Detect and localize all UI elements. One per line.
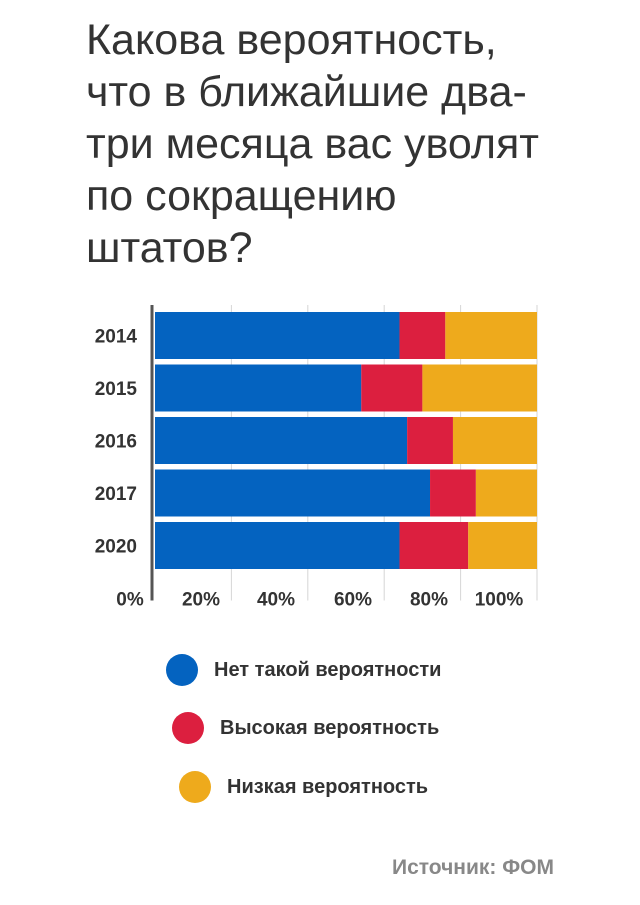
title-line: штатов? [86, 224, 253, 272]
bar-segment [155, 522, 400, 569]
title-line: по сокращению [86, 172, 397, 220]
x-tick-label: 80% [410, 590, 448, 611]
x-tick-label: 60% [334, 590, 372, 611]
legend-item-low-probability: Низкая вероятность [179, 771, 428, 803]
bar-segment [399, 522, 469, 569]
stacked-bar-chart: 2014 2015 2016 2017 2020 0% 20% 40% 60% 80% 100% [95, 305, 538, 611]
x-tick-label: 20% [182, 590, 220, 611]
title-line: три месяца вас уволят [86, 120, 539, 168]
bar-segment [475, 469, 537, 517]
bar-segment [430, 469, 476, 517]
bar-segment [361, 364, 423, 412]
legend-label: Низкая вероятность [227, 775, 429, 798]
legend-dot [172, 712, 204, 744]
category-label: 2014 [95, 327, 138, 348]
bar-segment [468, 522, 537, 569]
x-tick-label: 40% [257, 590, 295, 611]
category-label: 2020 [95, 537, 137, 558]
x-tick-label: 100% [475, 590, 524, 611]
bar-segment [155, 469, 431, 517]
bar-segment [452, 417, 537, 464]
bar-segment [422, 364, 537, 412]
legend-label: Нет такой вероятности [214, 658, 442, 681]
legend-item-no-probability: Нет такой вероятности [166, 654, 441, 686]
category-label: 2017 [95, 484, 137, 505]
bar-segment [155, 364, 362, 412]
title-line: Какова вероятность, [86, 16, 497, 64]
legend-item-high-probability: Высокая вероятность [172, 712, 439, 744]
source-note: Источник: ФОМ [392, 856, 554, 879]
bar-segment [155, 312, 400, 359]
x-tick-label: 0% [116, 590, 144, 611]
legend-dot [166, 654, 198, 686]
category-label: 2016 [95, 432, 137, 453]
legend-dot [179, 771, 211, 803]
bar-segment [155, 417, 408, 464]
legend-label: Высокая вероятность [220, 716, 440, 739]
chart-title: Какова вероятность, что в ближайшие два-… [86, 14, 606, 274]
bar-segment [407, 417, 453, 464]
category-label: 2015 [95, 379, 138, 400]
bar-segment [399, 312, 446, 359]
bar-segment [445, 312, 537, 359]
title-line: что в ближайшие два- [86, 68, 527, 116]
